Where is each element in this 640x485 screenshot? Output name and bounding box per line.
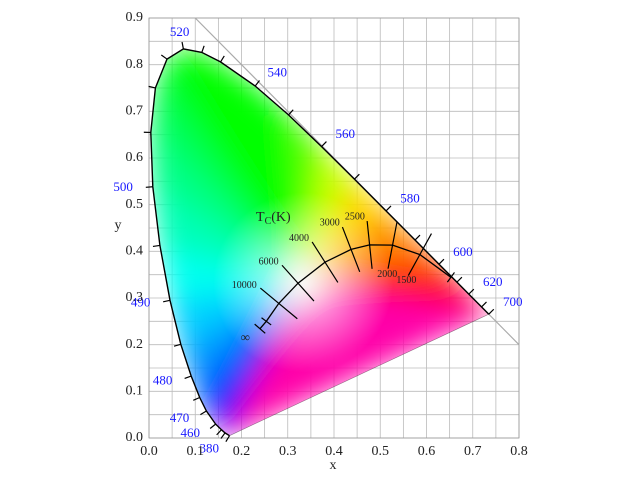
x-tick-label: 0.4 xyxy=(325,444,343,459)
wavelength-tick xyxy=(182,42,183,49)
wavelength-label: 580 xyxy=(400,191,420,206)
x-tick-label: 0.8 xyxy=(510,444,528,459)
wavelength-tick xyxy=(202,46,204,53)
y-tick-label: 0.3 xyxy=(126,290,144,305)
y-tick-label: 0.9 xyxy=(126,10,144,25)
y-axis-label: y xyxy=(115,218,122,233)
y-tick-label: 0.8 xyxy=(126,57,144,72)
y-tick-label: 0.7 xyxy=(126,104,144,119)
wavelength-tick xyxy=(415,235,420,240)
wavelength-tick xyxy=(217,430,222,435)
wavelength-label: 500 xyxy=(113,179,133,194)
wavelength-label: 460 xyxy=(181,425,201,440)
temperature-label: ∞ xyxy=(241,330,250,345)
temperature-label: 3000 xyxy=(320,218,340,229)
x-tick-label: 0.3 xyxy=(279,444,297,459)
gamut xyxy=(151,49,489,436)
wavelength-tick xyxy=(489,309,494,314)
wavelength-tick xyxy=(153,245,160,246)
x-tick-label: 0.0 xyxy=(140,444,158,459)
y-tick-label: 0.0 xyxy=(126,430,144,445)
wavelength-tick xyxy=(193,397,199,400)
wavelength-label: 480 xyxy=(153,372,173,387)
wavelength-tick xyxy=(200,411,206,415)
planck-title-rest: (K) xyxy=(271,210,291,225)
wavelength-tick xyxy=(210,424,215,428)
y-tick-label: 0.1 xyxy=(126,384,144,399)
wavelength-label: 560 xyxy=(336,126,356,141)
x-tick-label: 0.2 xyxy=(233,444,251,459)
wavelength-tick xyxy=(482,302,487,307)
y-tick-label: 0.4 xyxy=(126,244,144,259)
wavelength-label: 540 xyxy=(267,64,287,79)
x-tick-label: 0.1 xyxy=(187,444,205,459)
wavelength-label: 520 xyxy=(170,24,190,39)
y-tick-label: 0.6 xyxy=(126,150,144,165)
y-tick-label: 0.2 xyxy=(126,337,144,352)
y-tick-label: 0.5 xyxy=(126,197,144,212)
temperature-label: 10000 xyxy=(232,280,257,291)
wavelength-label: 700 xyxy=(503,294,523,309)
wavelength-label: 620 xyxy=(483,274,503,289)
wavelength-tick xyxy=(146,187,153,188)
planck-title: TC(K) xyxy=(256,210,291,227)
wavelength-label: 470 xyxy=(170,410,190,425)
wavelength-tick xyxy=(221,56,225,62)
x-tick-label: 0.6 xyxy=(418,444,436,459)
temperature-label: 6000 xyxy=(259,257,279,268)
wavelength-tick xyxy=(457,277,462,282)
temperature-label: 1500 xyxy=(396,275,416,286)
temperature-label: 2500 xyxy=(345,211,365,222)
wavelength-tick xyxy=(163,300,170,301)
wavelength-tick xyxy=(386,206,391,211)
wavelength-label: 600 xyxy=(453,244,473,259)
wavelength-tick xyxy=(322,142,327,147)
x-tick-label: 0.5 xyxy=(372,444,390,459)
wavelength-tick xyxy=(226,436,230,442)
temperature-label: 4000 xyxy=(289,233,309,244)
temperature-label: 2000 xyxy=(377,269,397,280)
x-axis-label: x xyxy=(330,458,337,473)
wavelength-tick xyxy=(185,376,192,378)
wavelength-tick xyxy=(161,55,167,59)
x-tick-label: 0.7 xyxy=(464,444,482,459)
wavelength-tick xyxy=(439,259,444,264)
